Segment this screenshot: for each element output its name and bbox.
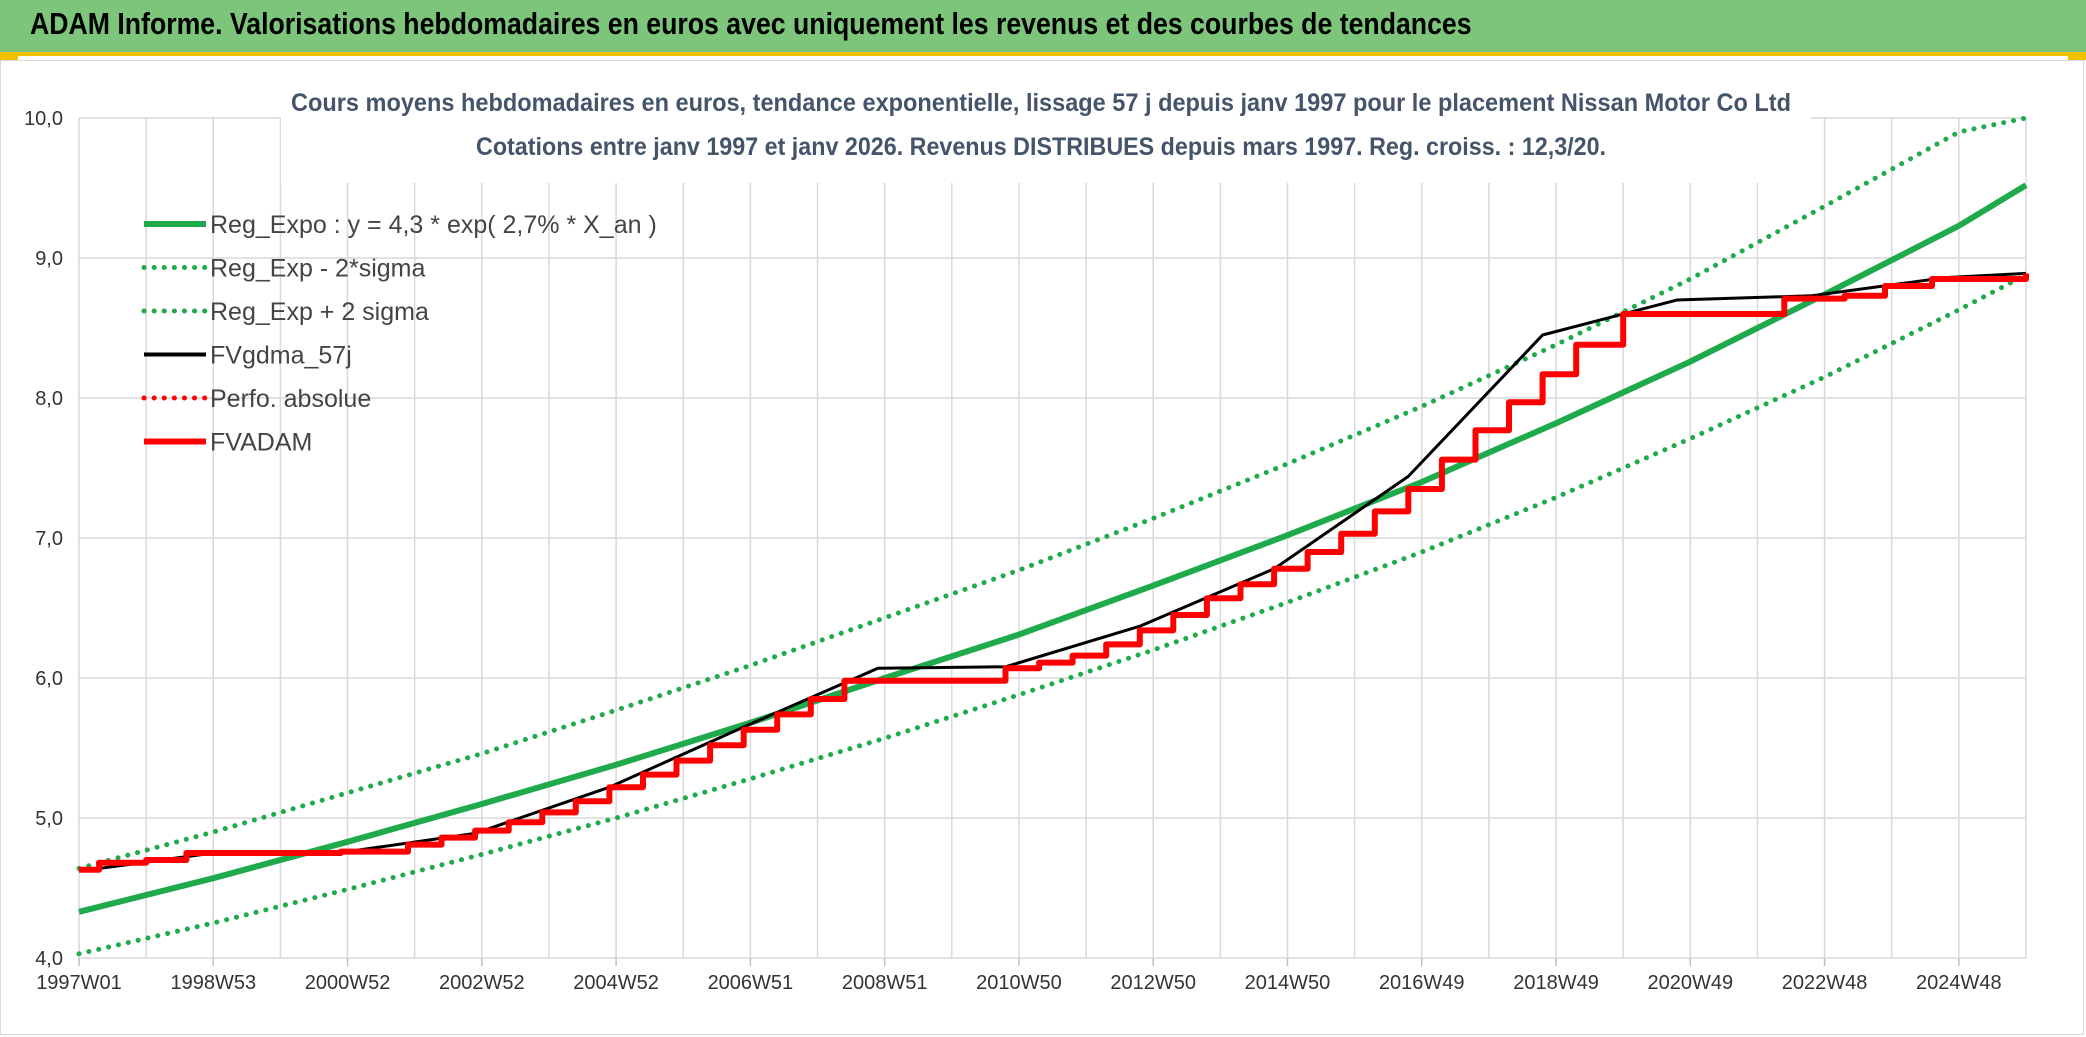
y-axis-ticks: 4,0 5,0 6,0 7,0 8,0 9,0 10,0 <box>24 108 63 970</box>
chart-legend: Reg_Expo : y = 4,3 * exp( 2,7% * X_an ) R… <box>141 211 657 457</box>
legend-label: Reg_Exp + 2 sigma <box>210 298 429 326</box>
y-tick-label: 5,0 <box>35 808 63 830</box>
x-tick-label: 1998W53 <box>170 972 256 994</box>
x-tick-label: 2012W50 <box>1110 972 1196 994</box>
adam-line <box>79 273 2029 873</box>
legend-label: Reg_Expo : y = 4,3 * exp( 2,7% * X_an ) <box>210 211 657 239</box>
y-tick-label: 7,0 <box>35 528 63 550</box>
trend-line <box>78 182 2028 915</box>
x-tick-label: 2004W52 <box>573 972 659 994</box>
chart-area: 4,0 5,0 6,0 7,0 8,0 9,0 10,0 1997W01 1998W53 200… <box>0 60 2084 1035</box>
gdma-line <box>78 271 2027 873</box>
y-tick-label: 6,0 <box>35 668 63 690</box>
x-tick-label: 2022W48 <box>1782 972 1868 994</box>
corner-marker-right <box>2068 52 2086 60</box>
x-axis-ticks: 1997W01 1998W53 2000W52 2002W52 2004W52 2006W… <box>36 958 2002 994</box>
lower-band-line <box>76 272 2029 957</box>
x-tick-label: 2018W49 <box>1513 972 1599 994</box>
title-background <box>281 71 1811 183</box>
line-chart: 4,0 5,0 6,0 7,0 8,0 9,0 10,0 1997W01 1998W53 200… <box>24 71 2029 994</box>
x-tick-label: 2002W52 <box>439 972 525 994</box>
legend-label: Perfo. absolue <box>210 385 371 413</box>
report-header: ADAM Informe. Valorisations hebdomadaire… <box>0 0 2086 56</box>
x-tick-label: 2016W49 <box>1379 972 1465 994</box>
x-tick-label: 2024W48 <box>1916 972 2002 994</box>
series-lines <box>76 115 2029 957</box>
x-tick-label: 2000W52 <box>305 972 391 994</box>
x-tick-label: 2014W50 <box>1245 972 1331 994</box>
x-tick-label: 2008W51 <box>842 972 928 994</box>
y-tick-label: 4,0 <box>35 948 63 970</box>
chart-title: Cours moyens hebdomadaires en euros, ten… <box>291 89 1791 117</box>
x-tick-label: 2020W49 <box>1647 972 1733 994</box>
grid-lines <box>78 117 2027 959</box>
report-title: ADAM Informe. Valorisations hebdomadaire… <box>30 6 1472 41</box>
x-tick-label: 1997W01 <box>36 972 122 994</box>
y-tick-label: 8,0 <box>35 388 63 410</box>
legend-label: FVADAM <box>210 429 312 457</box>
x-tick-label: 2006W51 <box>708 972 794 994</box>
upper-band-line <box>76 115 2029 871</box>
x-tick-label: 2010W50 <box>976 972 1062 994</box>
chart-subtitle: Cotations entre janv 1997 et janv 2026. … <box>476 133 1606 161</box>
y-tick-label: 9,0 <box>35 248 63 270</box>
legend-label: Reg_Exp - 2*sigma <box>210 255 425 283</box>
corner-marker-left <box>0 52 18 60</box>
y-tick-label: 10,0 <box>24 108 63 130</box>
legend-label: FVgdma_57j <box>210 342 352 370</box>
